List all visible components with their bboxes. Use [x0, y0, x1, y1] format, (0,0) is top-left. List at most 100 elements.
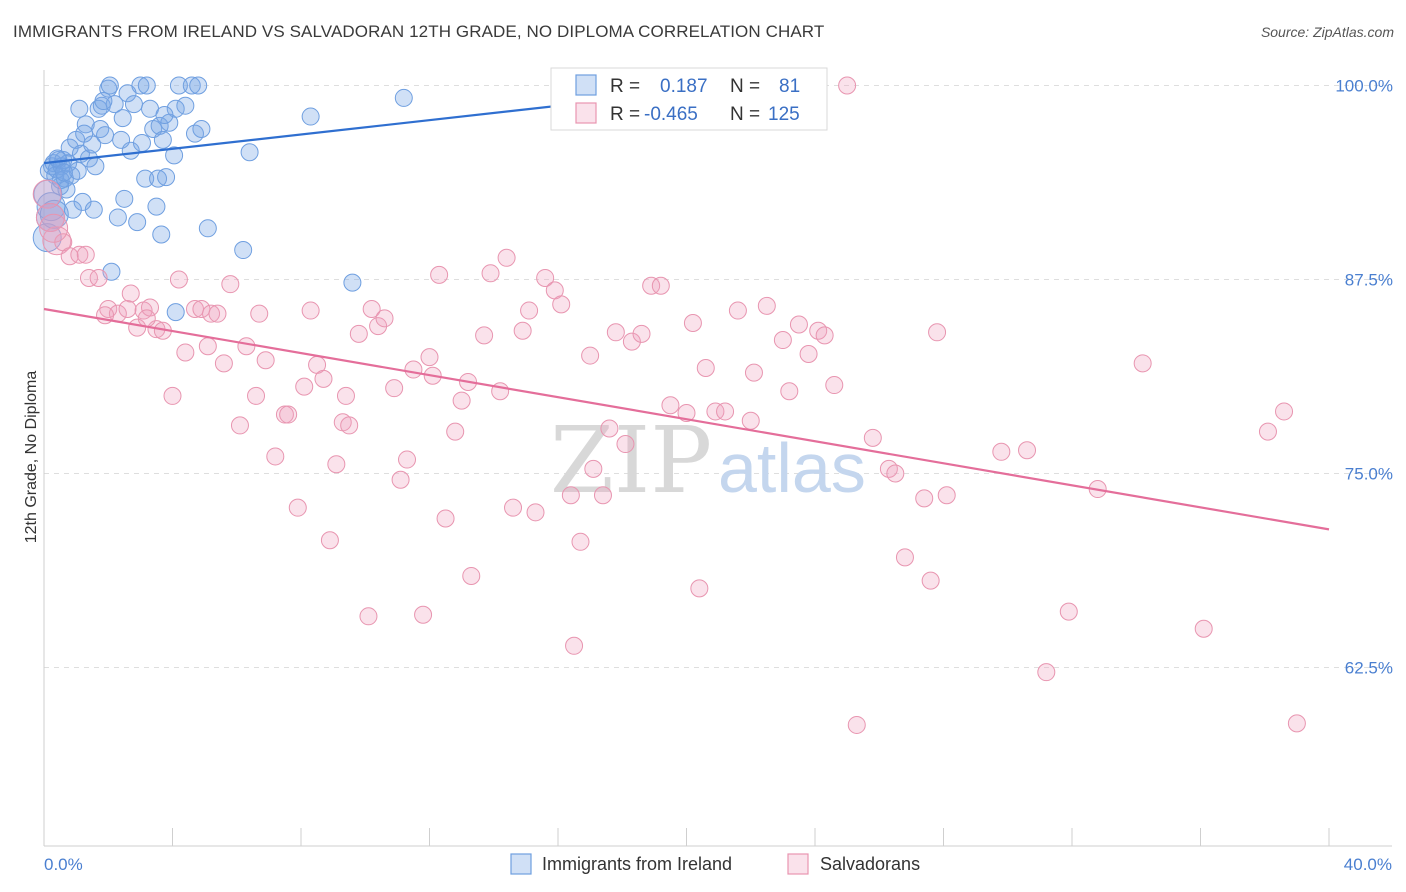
salvadoran-point-109 [915, 489, 934, 508]
salvadoran-point-84 [651, 276, 670, 295]
ireland-point-72 [54, 163, 73, 182]
salvadoran-point-60 [462, 566, 481, 585]
salvadoran-point-123 [39, 213, 69, 243]
salvadoran-trend-line [43, 307, 1330, 531]
ireland-point-22 [76, 115, 95, 134]
y-tick-label-0: 100.0% [1335, 77, 1393, 96]
salvadoran-point-91 [716, 402, 735, 421]
salvadoran-point-107 [886, 464, 905, 483]
salvadoran-point-99 [799, 345, 818, 364]
salvadoran-point-86 [677, 403, 696, 422]
salvadoran-point-48 [375, 309, 394, 328]
salvadoran-point-80 [616, 435, 635, 454]
salvadoran-point-85 [661, 396, 680, 415]
legend-r-value-salvadorans: -0.465 [644, 104, 698, 125]
salvadoran-point-87 [683, 313, 702, 332]
legend-n-label-ireland: N = [730, 76, 760, 97]
salvadoran-point-76 [584, 459, 603, 478]
salvadoran-point-4 [60, 247, 79, 266]
salvadoran-point-72 [561, 486, 580, 505]
bottom-legend-swatch-salvadorans [787, 853, 809, 875]
salvadoran-point-50 [391, 470, 410, 489]
salvadoran-point-61 [475, 326, 494, 345]
ireland-point-65 [394, 88, 413, 107]
ireland-point-41 [136, 169, 155, 188]
salvadoran-point-51 [398, 450, 417, 469]
salvadoran-point-75 [581, 346, 600, 365]
ireland-point-15 [62, 166, 81, 185]
ireland-point-77 [113, 109, 132, 128]
salvadoran-point-100 [809, 321, 828, 340]
salvadoran-point-121 [1275, 402, 1294, 421]
y-axis-label: 12th Grade, No Diploma [23, 371, 40, 544]
salvadoran-point-12 [121, 284, 140, 303]
salvadoran-point-105 [863, 428, 882, 447]
salvadoran-point-26 [221, 275, 240, 294]
salvadoran-point-110 [921, 571, 940, 590]
salvadoran-point-7 [79, 268, 98, 287]
ireland-point-75 [94, 92, 113, 111]
series-salvadorans-points [32, 76, 1306, 734]
salvadoran-point-18 [163, 386, 182, 405]
ireland-point-76 [100, 76, 119, 95]
salvadoran-point-111 [928, 323, 947, 342]
bottom-legend-swatch-ireland [510, 853, 532, 875]
axes [43, 70, 1392, 847]
salvadoran-point-77 [593, 486, 612, 505]
x-tick-label-max: 40.0% [1344, 855, 1392, 874]
source-label: Source: ZipAtlas.com [1260, 24, 1394, 40]
salvadoran-point-103 [838, 76, 857, 95]
salvadoran-point-65 [504, 498, 523, 517]
salvadoran-point-83 [642, 276, 661, 295]
bottom-legend-label-salvadorans: Salvadorans [820, 854, 920, 874]
salvadoran-point-56 [436, 509, 455, 528]
salvadoran-point-119 [1194, 619, 1213, 638]
legend-n-value-salvadorans: 125 [768, 104, 800, 125]
salvadoran-point-37 [301, 301, 320, 320]
salvadoran-point-118 [1133, 354, 1152, 373]
salvadoran-point-68 [526, 503, 545, 522]
ireland-point-63 [301, 107, 320, 126]
ireland-point-29 [96, 126, 115, 145]
salvadoran-point-81 [622, 332, 641, 351]
ireland-point-55 [176, 96, 195, 115]
salvadoran-point-52 [404, 360, 423, 379]
salvadoran-point-23 [198, 337, 217, 356]
salvadoran-point-46 [362, 300, 381, 319]
salvadoran-point-35 [288, 498, 307, 517]
salvadoran-point-1 [35, 202, 65, 232]
salvadoran-point-6 [76, 245, 95, 264]
ireland-point-48 [152, 225, 171, 244]
ireland-point-33 [108, 208, 127, 227]
salvadoran-point-58 [452, 391, 471, 410]
x-ticks [43, 828, 1330, 846]
ireland-point-32 [105, 95, 124, 114]
ireland-point-80 [165, 146, 184, 165]
salvadoran-point-41 [327, 455, 346, 474]
ireland-point-40 [131, 76, 150, 95]
legend-swatch-salvadorans [575, 102, 597, 124]
salvadoran-point-8 [89, 268, 108, 287]
salvadoran-point-116 [1059, 602, 1078, 621]
ireland-point-50 [157, 168, 176, 187]
ireland-point-56 [182, 76, 201, 95]
watermark-atlas: atlas [718, 429, 866, 507]
legend-r-value-ireland: 0.187 [660, 76, 708, 97]
y-tick-label-2: 75.0% [1345, 465, 1393, 484]
salvadoran-point-78 [600, 419, 619, 438]
salvadoran-point-79 [606, 323, 625, 342]
ireland-point-52 [166, 303, 185, 322]
ireland-point-54 [169, 76, 188, 95]
ireland-point-57 [185, 124, 204, 143]
salvadoran-point-67 [520, 301, 539, 320]
legend-n-value-ireland: 81 [779, 76, 800, 97]
salvadoran-point-106 [879, 459, 898, 478]
salvadoran-point-112 [937, 486, 956, 505]
salvadoran-point-39 [314, 369, 333, 388]
salvadoran-point-71 [552, 295, 571, 314]
salvadoran-point-49 [385, 379, 404, 398]
salvadoran-point-69 [536, 268, 555, 287]
ireland-point-74 [84, 200, 103, 219]
salvadoran-point-24 [202, 304, 221, 323]
